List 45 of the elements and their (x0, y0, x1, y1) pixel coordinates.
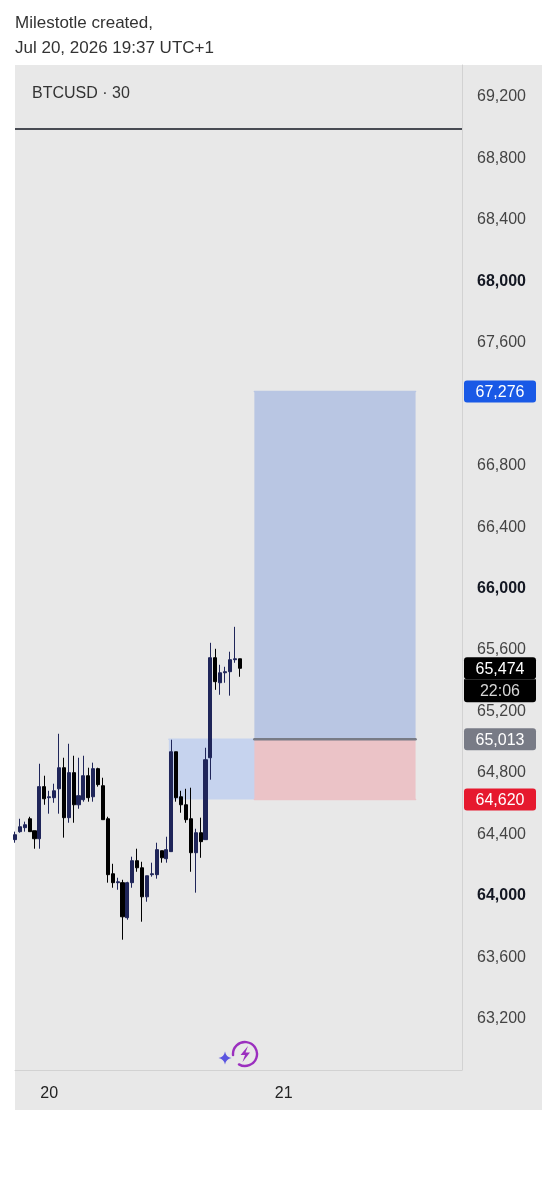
candlestick (238, 658, 242, 678)
candlestick (120, 879, 125, 941)
y-tick-label: 68,000 (477, 271, 527, 289)
y-tick-label: 66,800 (477, 456, 527, 474)
text: BTCUSD · 30 (32, 83, 130, 101)
candlestick (13, 831, 17, 844)
y-tick-label: 68,800 (477, 148, 527, 166)
y-tick-label: 65,200 (477, 701, 527, 719)
candlestick (76, 757, 81, 810)
y-tick-label: 64,000 (477, 886, 527, 904)
candlestick (42, 775, 46, 806)
y-tick-label: 65,600 (477, 640, 527, 658)
candlestick (91, 762, 95, 803)
y-tick-label: 64,400 (477, 824, 527, 842)
y-tick-label: 64,620 (475, 791, 525, 809)
candlestick (208, 642, 212, 781)
candlestick (96, 767, 100, 788)
candlestick (116, 877, 120, 891)
y-tick-label: 66,000 (477, 578, 527, 596)
y-tick-label: 64,800 (477, 763, 527, 781)
candlestick (213, 648, 217, 691)
candlestick (62, 757, 66, 839)
x-tick-label: 20 (40, 1083, 59, 1101)
candlestick (203, 747, 208, 841)
y-tick-label: 67,600 (477, 333, 527, 351)
y-tick-label: 69,200 (477, 87, 527, 105)
x-tick-label: 21 (274, 1083, 293, 1101)
candlestick (86, 767, 90, 803)
y-tick-label: 65,474 (475, 659, 525, 677)
candlestick (72, 755, 76, 824)
y-tick-label: 65,013 (475, 730, 525, 748)
y-tick-label: 63,600 (477, 947, 527, 965)
y-tick-label: 63,200 (477, 1009, 527, 1027)
candlestick (194, 828, 198, 894)
y-tick-label: 66,400 (477, 517, 527, 535)
candlestick (160, 850, 164, 864)
candlestick (199, 817, 203, 859)
text: 22:06 (479, 681, 521, 699)
y-tick-label: 67,276 (475, 382, 525, 400)
candlestick (57, 733, 61, 815)
candlestick (145, 875, 149, 903)
chart-subtitle: Milestotle created, Jul 20, 2026 19:37 UTC+1 (15, 12, 214, 57)
y-tick-label: 68,400 (477, 210, 527, 228)
candlestick (67, 743, 71, 824)
candlestick (37, 763, 41, 850)
